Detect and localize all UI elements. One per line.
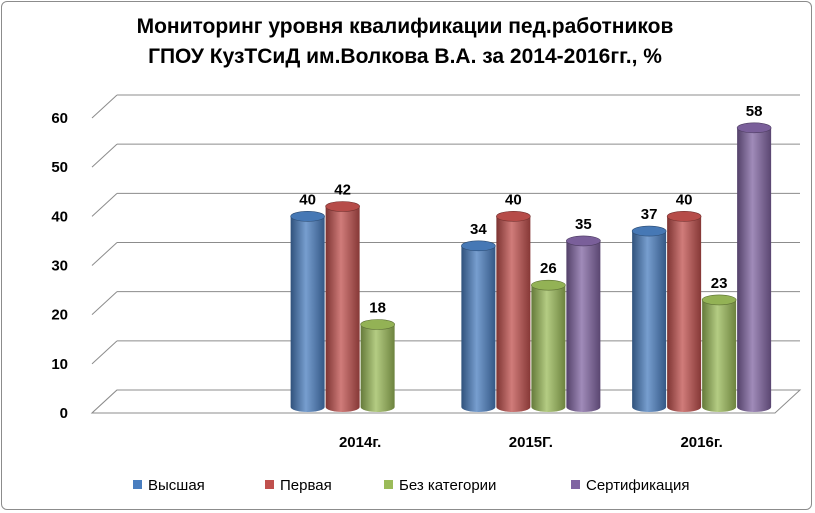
y-tick-label: 0: [60, 405, 68, 422]
legend-swatch: [384, 480, 393, 489]
bar-top: [566, 235, 601, 247]
y-tick-label: 40: [51, 208, 68, 225]
bar-top: [496, 211, 531, 222]
data-label: 26: [540, 260, 557, 277]
data-label: 34: [470, 221, 487, 238]
bar-top: [360, 319, 395, 330]
gridline-diagonal: [91, 242, 118, 266]
bar-top: [461, 240, 496, 252]
gridline-diagonal: [91, 291, 118, 316]
y-tick-label: 50: [51, 159, 68, 176]
data-labels: 40 42 18 34 40 26 35 37 40 23 58: [299, 103, 762, 317]
legend-swatch: [265, 480, 274, 489]
y-axis-ticks: 0 10 20 30 40 50 60: [51, 110, 68, 422]
data-label: 40: [299, 191, 316, 208]
gridline-diagonal: [91, 340, 118, 365]
gridline-diagonal: [91, 94, 118, 119]
data-label: 37: [641, 206, 658, 223]
data-label: 35: [575, 216, 592, 233]
data-label: 40: [676, 191, 693, 208]
bar-top: [701, 294, 737, 306]
bar-top: [290, 211, 325, 222]
chart-floor: [90, 389, 802, 414]
bar-top: [666, 211, 702, 222]
bar: [290, 216, 325, 412]
bar: [360, 324, 395, 412]
data-label: 23: [711, 275, 728, 292]
bar: [702, 299, 737, 412]
gridline-diagonal: [91, 143, 118, 168]
bar-top: [325, 201, 360, 212]
bar: [667, 216, 702, 412]
legend-swatch: [133, 480, 142, 489]
bars: [290, 122, 772, 412]
floor-plane: [90, 389, 802, 414]
bar: [325, 206, 360, 412]
chart-title-line-1: Мониторинг уровня квалификации пед.работ…: [137, 15, 674, 38]
x-category-label: 2014г.: [339, 434, 381, 451]
x-axis-categories: 2014г. 2015Г. 2016г.: [339, 434, 723, 451]
bar: [737, 127, 772, 412]
bar-top: [531, 279, 566, 291]
legend-label: Высшая: [148, 477, 205, 494]
bar: [496, 216, 531, 412]
bar-top: [736, 122, 772, 134]
x-category-label: 2016г.: [680, 434, 722, 451]
gridline-diagonal: [91, 192, 118, 217]
legend-label: Сертификация: [586, 477, 689, 494]
y-tick-label: 10: [51, 356, 68, 373]
data-label: 58: [746, 103, 763, 120]
data-label: 40: [505, 191, 522, 208]
x-category-label: 2015Г.: [509, 434, 553, 451]
y-tick-label: 30: [51, 258, 68, 275]
bar-top: [631, 225, 667, 237]
chart-title-line-2: ГПОУ КузТСиД им.Волкова В.А. за 2014-201…: [148, 45, 662, 68]
y-tick-label: 20: [51, 307, 68, 324]
data-label: 42: [334, 182, 351, 199]
bar: [566, 240, 601, 412]
legend-label: Первая: [280, 477, 332, 494]
legend-swatch: [571, 480, 580, 489]
bar: [531, 285, 566, 412]
bar: [461, 245, 496, 412]
legend-label: Без категории: [399, 477, 496, 494]
data-label: 18: [369, 300, 386, 317]
y-tick-label: 60: [51, 110, 68, 127]
bar: [632, 231, 667, 412]
legend: Высшая Первая Без категории Сертификация: [133, 477, 689, 494]
